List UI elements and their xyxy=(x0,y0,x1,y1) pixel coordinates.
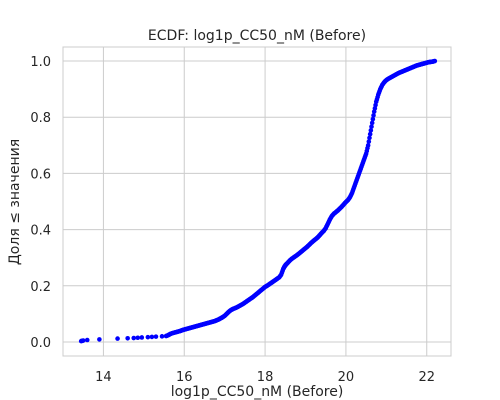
data-point xyxy=(131,335,137,341)
y-tick-label: 0.0 xyxy=(30,336,51,351)
x-gridlines xyxy=(102,47,428,356)
data-point xyxy=(149,334,155,340)
y-axis-ticks: 0.0 0.2 0.4 0.6 0.8 1.0 xyxy=(30,55,51,351)
data-point xyxy=(369,124,374,129)
x-tick-label: 16 xyxy=(176,370,193,385)
data-point xyxy=(432,58,438,64)
data-point xyxy=(365,143,371,148)
data-point xyxy=(368,128,374,133)
data-point xyxy=(80,338,86,343)
y-tick-label: 0.6 xyxy=(30,167,51,182)
y-tick-label: 0.2 xyxy=(30,280,51,295)
data-point xyxy=(366,139,372,144)
x-tick-label: 18 xyxy=(257,370,274,385)
data-point xyxy=(367,131,373,137)
data-point xyxy=(135,335,141,341)
data-points xyxy=(78,58,438,344)
plot-area xyxy=(62,46,452,357)
y-axis-label: Доля ≤ значения xyxy=(7,139,23,265)
data-point xyxy=(139,335,145,340)
data-point xyxy=(159,334,165,339)
data-point xyxy=(367,135,372,141)
y-gridlines xyxy=(63,60,451,343)
x-tick-label: 14 xyxy=(95,370,112,385)
plot-background xyxy=(62,46,452,357)
data-point xyxy=(125,336,130,341)
y-tick-label: 0.4 xyxy=(30,224,51,239)
x-tick-label: 22 xyxy=(418,370,435,385)
chart-title: ECDF: log1p_CC50_nM (Before) xyxy=(148,28,366,44)
data-point xyxy=(145,334,151,340)
x-tick-label: 20 xyxy=(338,370,355,385)
data-point xyxy=(115,336,120,341)
data-point xyxy=(370,116,376,122)
data-point xyxy=(371,113,376,118)
data-point xyxy=(369,120,375,126)
x-axis-ticks: 14 16 18 20 22 xyxy=(95,370,435,385)
data-point xyxy=(97,337,102,342)
y-tick-label: 0.8 xyxy=(30,111,51,126)
data-point xyxy=(153,334,159,339)
x-axis-label: log1p_CC50_nM (Before) xyxy=(171,384,344,400)
y-tick-label: 1.0 xyxy=(30,55,51,70)
data-point xyxy=(84,337,90,343)
